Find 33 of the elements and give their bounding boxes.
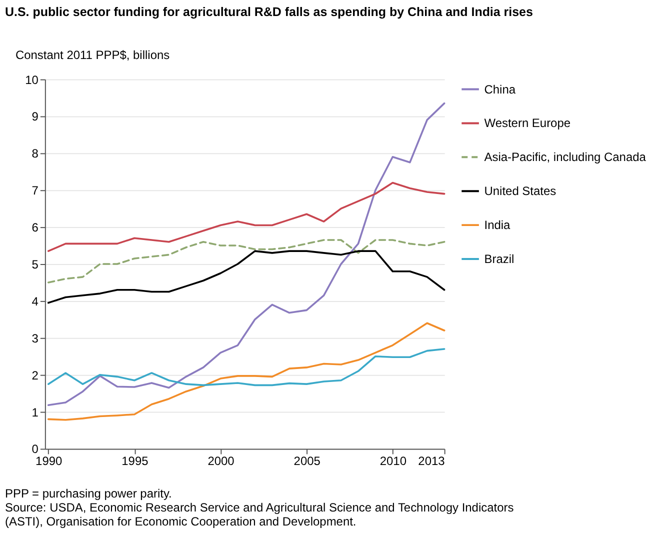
source-note: Source: USDA, Economic Research Service and Agricultural Science and Technology Indicators (ASTI), Organisation for Economic Cooperation and Development. [4, 500, 514, 529]
y-tick-label: 5 [32, 257, 39, 272]
line-series [47, 250, 446, 304]
y-tick-label: 6 [32, 220, 39, 235]
x-tick-label: 2013 [418, 454, 446, 468]
x-tick-label: 2000 [208, 454, 235, 468]
y-tick-label: 4 [32, 294, 39, 308]
x-tick-label: 2010 [380, 454, 407, 468]
y-tick-label: 9 [32, 110, 39, 124]
legend-label: Western Europe [484, 116, 571, 130]
x-tick-label: 2005 [294, 454, 321, 468]
y-tick-label: 3 [32, 331, 39, 346]
chart-title: U.S. public sector funding for agricultural R&D falls as spending by China and India rises [4, 4, 533, 19]
x-tick-label: 1990 [36, 454, 63, 468]
text: PPP = purchasing power parity. [4, 486, 172, 501]
y-tick-label: 2 [32, 368, 39, 382]
y-tick-label: 0 [32, 442, 39, 456]
y-axis-title: Constant 2011 PPP$, billions [15, 48, 170, 62]
legend-label: China [484, 82, 516, 96]
line-series [47, 182, 446, 252]
line-series [47, 322, 446, 421]
legend-label: India [484, 218, 511, 232]
legend-label: Brazil [484, 252, 514, 266]
y-tick-label: 8 [32, 146, 39, 161]
line-series [47, 239, 446, 284]
legend-label: Asia-Pacific, including Canada [484, 150, 646, 164]
line-series [47, 348, 446, 386]
y-tick-label: 10 [25, 72, 39, 87]
legend-label: United States [484, 184, 556, 198]
x-tick-label: 1995 [122, 454, 149, 468]
y-tick-label: 1 [32, 405, 39, 420]
line-series [47, 102, 446, 406]
y-tick-label: 7 [32, 184, 39, 198]
